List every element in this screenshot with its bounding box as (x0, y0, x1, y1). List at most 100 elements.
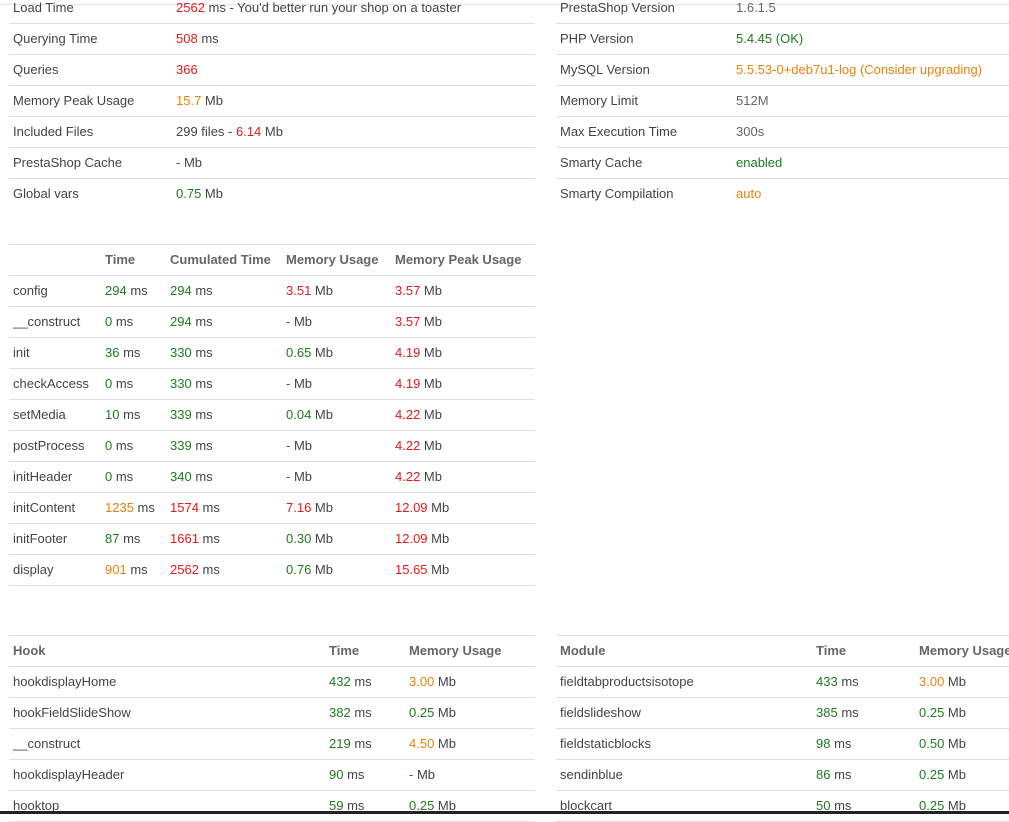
unit: Mb (311, 562, 333, 577)
header-time: Time (105, 252, 136, 267)
config-label: Memory Limit (560, 93, 639, 108)
memory-usage-value: 0.25 (409, 705, 435, 720)
summary-value: 2562 ms - You'd better run your shop on … (176, 0, 461, 23)
hook-name: hookdisplayHeader (13, 767, 125, 782)
unit: ms (191, 376, 213, 391)
unit: Mb (434, 705, 456, 720)
unit: ms (119, 345, 141, 360)
unit: Mb (311, 283, 333, 298)
time: 0 ms (105, 307, 133, 337)
cumulated-time-value: 294 (170, 283, 192, 298)
time-value: 901 (105, 562, 127, 577)
time-value: 86 (816, 767, 831, 782)
memory-usage-value: - (286, 376, 291, 391)
memory-usage: - Mb (286, 369, 312, 399)
cumulated-time: 340 ms (170, 462, 213, 492)
memory-usage-value: - (286, 438, 291, 453)
time-value: 98 (816, 736, 831, 751)
header-memory-usage: Memory Usage (409, 643, 502, 658)
memory-usage-value: 0.30 (286, 531, 312, 546)
load-time-value: 2562 (176, 0, 205, 15)
table-row: initFooter 87 ms 1661 ms 0.30 Mb 12.09 Mb (9, 524, 535, 555)
summary-value: 508 ms (176, 24, 219, 54)
summary-row-included-files: Included Files 299 files - 6.14 Mb (9, 117, 535, 148)
unit: Mb (201, 186, 223, 201)
time: 86 ms (816, 760, 851, 790)
hooks-rows: hookdisplayHome 432 ms 3.00 Mb hookFieldSli… (9, 667, 535, 822)
performance-summary-table: Load Time 2562 ms - You'd better run you… (9, 0, 535, 209)
config-row-smarty-cache: Smarty Cache enabled (556, 148, 1009, 179)
table-row: blockcart 50 ms 0.25 Mb (556, 791, 1009, 822)
memory-usage-value: 0.25 (409, 798, 435, 813)
summary-label: Querying Time (13, 31, 98, 46)
unit: Mb (944, 674, 966, 689)
time-value: 90 (329, 767, 344, 782)
unit: Mb (311, 345, 333, 360)
global-vars-value: 0.75 (176, 186, 202, 201)
summary-value: 366 (176, 55, 198, 85)
config-value: 5.4.45 (OK) (736, 31, 804, 46)
summary-label: Memory Peak Usage (13, 93, 135, 108)
cumulated-time-value: 2562 (170, 562, 199, 577)
table-row: hookdisplayHeader 90 ms - Mb (9, 760, 535, 791)
table-row: hookdisplayHome 432 ms 3.00 Mb (9, 667, 535, 698)
unit: Mb (290, 314, 313, 329)
memory-peak-usage-value: 4.19 (395, 376, 421, 391)
unit: ms (830, 798, 852, 813)
unit: Mb (311, 531, 333, 546)
memory-usage: 0.25 Mb (919, 791, 966, 821)
time: 10 ms (105, 400, 140, 430)
memory-usage-value: 0.25 (919, 798, 945, 813)
config-value: 1.6.1.5 (736, 0, 776, 15)
time-value: 87 (105, 531, 120, 546)
memory-peak-usage: 4.22 Mb (395, 431, 442, 461)
config-row-prestashop-version: PrestaShop Version 1.6.1.5 (556, 0, 1009, 24)
unit: ms (191, 283, 213, 298)
time: 90 ms (329, 760, 364, 790)
time: 87 ms (105, 524, 140, 554)
memory-usage: 3.00 Mb (919, 667, 966, 697)
summary-value: 299 files - 6.14 Mb (176, 117, 283, 147)
querying-time-value: 508 (176, 31, 198, 46)
unit: Mb (420, 407, 442, 422)
unit: Mb (290, 376, 313, 391)
header-memory-usage: Memory Usage (919, 643, 1009, 658)
header-module: Module (560, 643, 606, 658)
summary-label: PrestaShop Cache (13, 155, 123, 170)
unit: Mb (413, 767, 436, 782)
unit: Mb (944, 798, 966, 813)
memory-peak-usage: 12.09 Mb (395, 524, 449, 554)
cumulated-time-value: 1661 (170, 531, 199, 546)
row-name: display (13, 562, 54, 577)
time: 432 ms (329, 667, 372, 697)
unit: ms (191, 438, 213, 453)
config-label: Smarty Compilation (560, 186, 674, 201)
module-name: sendinblue (560, 767, 623, 782)
memory-usage: - Mb (409, 760, 435, 790)
bottom-edge (0, 811, 1009, 814)
row-name: initContent (13, 500, 76, 515)
time-value: 219 (329, 736, 351, 751)
time-value: 0 (105, 314, 113, 329)
summary-row-querying-time: Querying Time 508 ms (9, 24, 535, 55)
time-value: 59 (329, 798, 344, 813)
header-time: Time (816, 643, 847, 658)
unit: Mb (420, 345, 442, 360)
config-value: 512M (736, 93, 769, 108)
unit: ms (191, 345, 213, 360)
config-label: PrestaShop Version (560, 0, 675, 15)
config-row-max-execution-time: Max Execution Time 300s (556, 117, 1009, 148)
table-header-row: Time Cumulated Time Memory Usage Memory … (9, 245, 535, 276)
cumulated-time-value: 1574 (170, 500, 199, 515)
unit: ms (112, 469, 134, 484)
memory-peak-usage-value: 4.22 (395, 469, 421, 484)
table-header-row: Hook Time Memory Usage (9, 636, 535, 667)
unit: ms (119, 531, 141, 546)
module-name: fieldtabproductsisotope (560, 674, 694, 689)
summary-row-queries: Queries 366 (9, 55, 535, 86)
unit: ms (191, 314, 213, 329)
unit: ms (350, 736, 372, 751)
unit: ms (350, 705, 372, 720)
timing-rows: config 294 ms 294 ms 3.51 Mb 3.57 Mb __constr… (9, 276, 535, 586)
module-name: fieldstaticblocks (560, 736, 652, 751)
